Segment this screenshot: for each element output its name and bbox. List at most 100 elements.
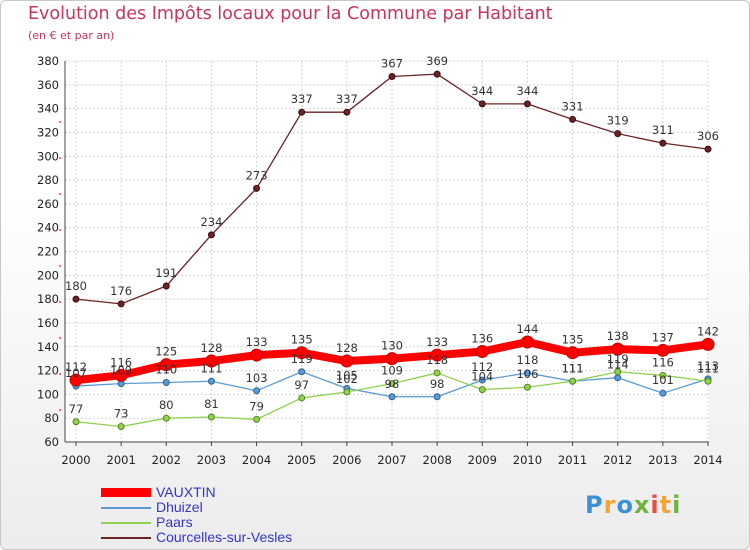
data-point <box>343 108 351 116</box>
data-point <box>659 139 667 147</box>
data-label: 109 <box>110 364 132 378</box>
data-point <box>295 346 309 360</box>
data-label: 112 <box>471 360 493 374</box>
data-label: 104 <box>471 370 493 384</box>
data-label: 234 <box>200 215 222 229</box>
data-label: 180 <box>65 279 87 293</box>
data-label: 133 <box>246 335 268 349</box>
data-label: 369 <box>426 54 448 68</box>
data-label: 135 <box>562 333 584 347</box>
legend-label-vauxtin: VAUXTIN <box>156 484 216 500</box>
legend-swatch-vauxtin <box>101 488 151 497</box>
data-label: 101 <box>652 373 674 387</box>
logo-letter: o <box>616 491 634 519</box>
data-point <box>388 72 396 80</box>
y-tick-label: 160 <box>37 316 59 330</box>
data-label: 106 <box>516 367 538 381</box>
legend: VAUXTIN Dhuizel Paars Courcelles-sur-Ves… <box>101 485 292 545</box>
data-label: 109 <box>381 364 403 378</box>
legend-item-dhuizel[interactable]: Dhuizel <box>101 500 292 515</box>
data-point <box>704 377 712 385</box>
data-label: 344 <box>516 84 538 98</box>
y-tick-label: 360 <box>37 78 59 92</box>
y-tick-label: 120 <box>37 364 59 378</box>
legend-label-paars: Paars <box>156 514 193 530</box>
data-label: 81 <box>204 397 219 411</box>
logo-letter: r <box>603 491 617 519</box>
data-label: 73 <box>114 407 129 421</box>
data-label: 133 <box>426 335 448 349</box>
data-point <box>566 346 580 360</box>
data-label: 111 <box>562 361 584 375</box>
data-point <box>114 368 128 382</box>
data-label: 118 <box>426 353 448 367</box>
x-tick-label: 2001 <box>107 453 136 467</box>
data-point <box>250 348 264 362</box>
data-label: 135 <box>291 333 313 347</box>
legend-item-courcelles[interactable]: Courcelles-sur-Vesles <box>101 530 292 545</box>
data-label: 111 <box>562 361 584 375</box>
data-point <box>433 369 441 377</box>
y-tick-label: 140 <box>37 340 59 354</box>
data-point <box>433 393 441 401</box>
data-point <box>701 337 715 351</box>
data-label: 337 <box>291 92 313 106</box>
x-tick-label: 2011 <box>558 453 587 467</box>
data-point <box>614 130 622 138</box>
x-tick-label: 2008 <box>423 453 452 467</box>
data-label: 77 <box>69 402 84 416</box>
data-label: 103 <box>246 371 268 385</box>
data-label: 128 <box>336 341 358 355</box>
legend-item-vauxtin[interactable]: VAUXTIN <box>101 485 292 500</box>
data-label: 367 <box>381 56 403 70</box>
data-label: 113 <box>697 359 719 373</box>
x-tick-label: 2006 <box>332 453 361 467</box>
data-point <box>478 376 486 384</box>
data-label: 331 <box>562 99 584 113</box>
data-label: 138 <box>607 329 629 343</box>
y-tick-label: 100 <box>37 387 59 401</box>
data-label: 130 <box>381 339 403 353</box>
data-point <box>520 335 534 349</box>
data-point <box>72 295 80 303</box>
data-point <box>704 145 712 153</box>
data-point <box>659 389 667 397</box>
y-tick-label: 240 <box>37 221 59 235</box>
legend-item-paars[interactable]: Paars <box>101 515 292 530</box>
x-tick-label: 2009 <box>468 453 497 467</box>
y-tick-label: 200 <box>37 268 59 282</box>
data-point <box>388 393 396 401</box>
data-point <box>72 418 80 426</box>
logo-letter: P <box>585 491 604 519</box>
data-point <box>117 300 125 308</box>
data-point <box>207 377 215 385</box>
logo-letter: i <box>672 491 682 519</box>
data-label: 102 <box>336 372 358 386</box>
data-point <box>475 345 489 359</box>
data-label: 128 <box>200 341 222 355</box>
data-label: 306 <box>697 129 719 143</box>
data-point <box>298 368 306 376</box>
data-point <box>159 358 173 372</box>
data-point <box>569 377 577 385</box>
proxiti-logo: Proxiti <box>585 491 681 519</box>
data-point <box>207 413 215 421</box>
x-tick-label: 2000 <box>61 453 90 467</box>
data-label: 119 <box>291 352 313 366</box>
data-label: 311 <box>652 123 674 137</box>
x-tick-label: 2012 <box>603 453 632 467</box>
data-point <box>659 371 667 379</box>
data-point <box>253 184 261 192</box>
chart-subtitle: (en € et par an) <box>28 29 115 42</box>
y-tick-label: 320 <box>37 125 59 139</box>
data-label: 176 <box>110 284 132 298</box>
data-label: 116 <box>110 355 132 369</box>
y-tick-label: 260 <box>37 197 59 211</box>
data-label: 137 <box>652 330 674 344</box>
y-tick-label: 80 <box>44 411 59 425</box>
y-tick-label: 280 <box>37 173 59 187</box>
data-point <box>614 368 622 376</box>
data-point <box>207 231 215 239</box>
x-tick-label: 2013 <box>648 453 677 467</box>
legend-swatch-paars <box>101 521 151 524</box>
